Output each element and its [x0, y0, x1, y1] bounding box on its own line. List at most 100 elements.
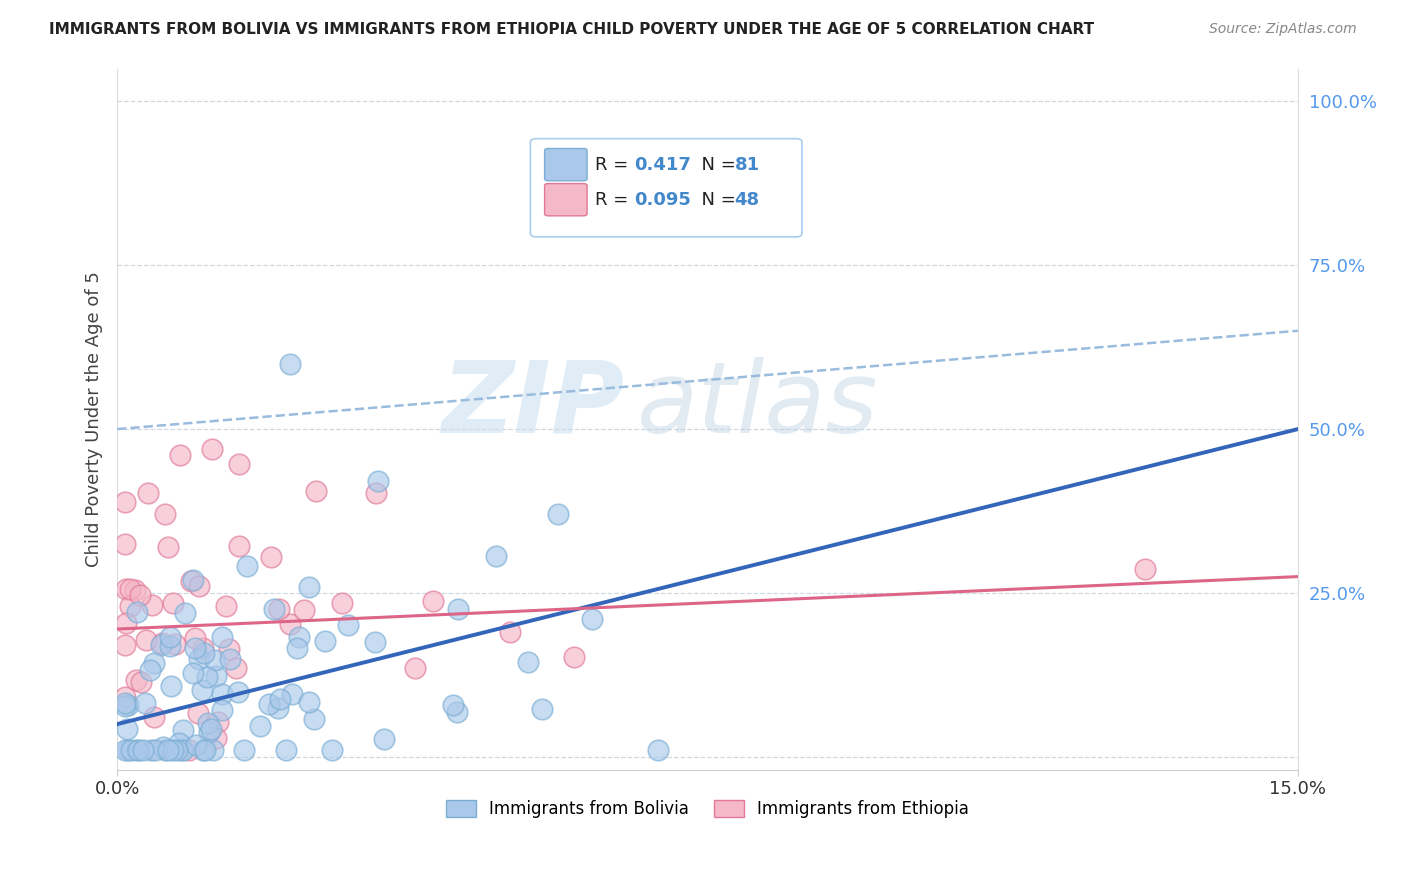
Point	[191, 682, 214, 697]
Point	[274, 743, 297, 757]
Point	[441, 698, 464, 712]
Point	[215, 599, 238, 613]
Point	[114, 696, 136, 710]
Point	[115, 723, 138, 737]
Point	[155, 507, 177, 521]
Point	[114, 638, 136, 652]
Text: 0.417: 0.417	[634, 155, 692, 174]
Point	[193, 646, 215, 660]
Y-axis label: Child Poverty Under the Age of 5: Child Poverty Under the Age of 5	[86, 271, 103, 567]
Point	[141, 598, 163, 612]
Point	[228, 457, 250, 471]
Point	[184, 738, 207, 752]
Point	[163, 637, 186, 651]
Point	[114, 537, 136, 551]
Point	[321, 743, 343, 757]
Point	[200, 723, 222, 737]
Point	[562, 649, 585, 664]
Point	[207, 714, 229, 729]
Point	[249, 718, 271, 732]
FancyBboxPatch shape	[530, 138, 801, 237]
Point	[120, 599, 142, 614]
Point	[134, 696, 156, 710]
Text: N =: N =	[690, 155, 741, 174]
Point	[280, 357, 302, 371]
Point	[218, 652, 240, 666]
Point	[330, 596, 353, 610]
Point	[117, 743, 139, 757]
Point	[530, 702, 553, 716]
Point	[141, 743, 163, 757]
Point	[218, 642, 240, 657]
Point	[114, 690, 136, 704]
Point	[581, 611, 603, 625]
Text: N =: N =	[690, 191, 741, 209]
Point	[314, 633, 336, 648]
Point	[364, 634, 387, 648]
Point	[195, 670, 218, 684]
Point	[127, 743, 149, 757]
Point	[204, 669, 226, 683]
Text: atlas: atlas	[637, 357, 879, 454]
Point	[170, 743, 193, 757]
Point	[187, 706, 209, 721]
Point	[233, 743, 256, 757]
Point	[198, 724, 221, 739]
Point	[177, 743, 200, 757]
Point	[485, 549, 508, 564]
Point	[547, 507, 569, 521]
Point	[269, 602, 291, 616]
Point	[136, 486, 159, 500]
Point	[162, 743, 184, 757]
Point	[114, 743, 136, 757]
Point	[152, 739, 174, 754]
Point	[228, 539, 250, 553]
Point	[143, 656, 166, 670]
Point	[159, 630, 181, 644]
Point	[114, 699, 136, 714]
Legend: Immigrants from Bolivia, Immigrants from Ethiopia: Immigrants from Bolivia, Immigrants from…	[439, 793, 976, 825]
Point	[225, 660, 247, 674]
Point	[156, 540, 179, 554]
Point	[197, 715, 219, 730]
Point	[159, 639, 181, 653]
Point	[184, 640, 207, 655]
Text: 81: 81	[735, 155, 759, 174]
Point	[143, 743, 166, 757]
Point	[138, 664, 160, 678]
Text: Source: ZipAtlas.com: Source: ZipAtlas.com	[1209, 22, 1357, 37]
Point	[647, 743, 669, 757]
Point	[174, 606, 197, 620]
Point	[188, 579, 211, 593]
Point	[180, 574, 202, 588]
Point	[236, 558, 259, 573]
Point	[187, 652, 209, 666]
Point	[447, 602, 470, 616]
FancyBboxPatch shape	[544, 184, 588, 216]
Point	[298, 695, 321, 709]
Point	[278, 616, 301, 631]
Point	[115, 582, 138, 596]
Point	[159, 679, 181, 693]
Point	[152, 636, 174, 650]
Point	[211, 703, 233, 717]
Point	[128, 588, 150, 602]
Point	[204, 653, 226, 667]
Point	[267, 701, 290, 715]
Point	[298, 580, 321, 594]
Point	[336, 618, 359, 632]
Point	[155, 743, 177, 757]
Text: R =: R =	[595, 155, 634, 174]
Point	[404, 661, 426, 675]
Point	[294, 602, 316, 616]
Point	[143, 710, 166, 724]
Point	[156, 743, 179, 757]
Point	[184, 631, 207, 645]
Point	[169, 448, 191, 462]
Point	[211, 630, 233, 644]
Point	[132, 743, 155, 757]
Point	[260, 550, 283, 565]
Point	[129, 675, 152, 690]
Point	[373, 732, 395, 747]
Point	[446, 705, 468, 719]
